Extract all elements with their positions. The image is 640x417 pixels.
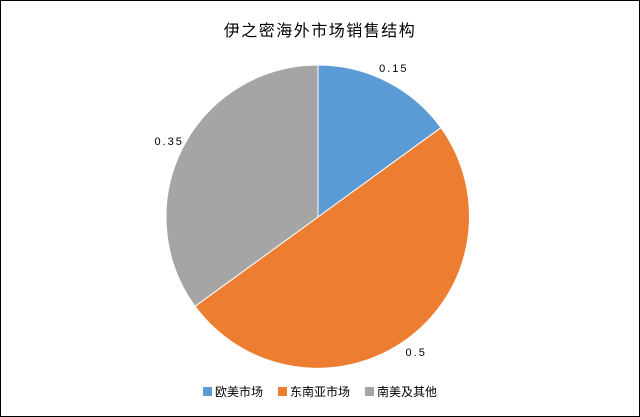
legend-swatch-icon [277,387,287,396]
legend-item-dongnanya[interactable]: 东南亚市场 [277,383,350,400]
data-label: 0.5 [406,347,427,359]
legend-item-nanmei[interactable]: 南美及其他 [365,383,437,400]
legend-label: 南美及其他 [377,385,438,399]
data-label: 0.35 [154,136,183,148]
chart-title: 伊之密海外市场销售结构 [223,23,417,40]
pie-slice[interactable] [317,64,442,218]
legend-swatch-icon [365,387,374,396]
pie-slice[interactable] [165,64,319,308]
legend-item-oumei[interactable]: 欧美市场 [202,383,263,400]
legend-label: 东南亚市场 [289,385,350,399]
data-label: 0.15 [379,63,408,75]
legend: 欧美市场 东南亚市场 南美及其他 [1,383,639,400]
pie-slice[interactable] [194,126,470,369]
legend-label: 欧美市场 [214,385,263,399]
legend-swatch-icon [202,387,212,396]
